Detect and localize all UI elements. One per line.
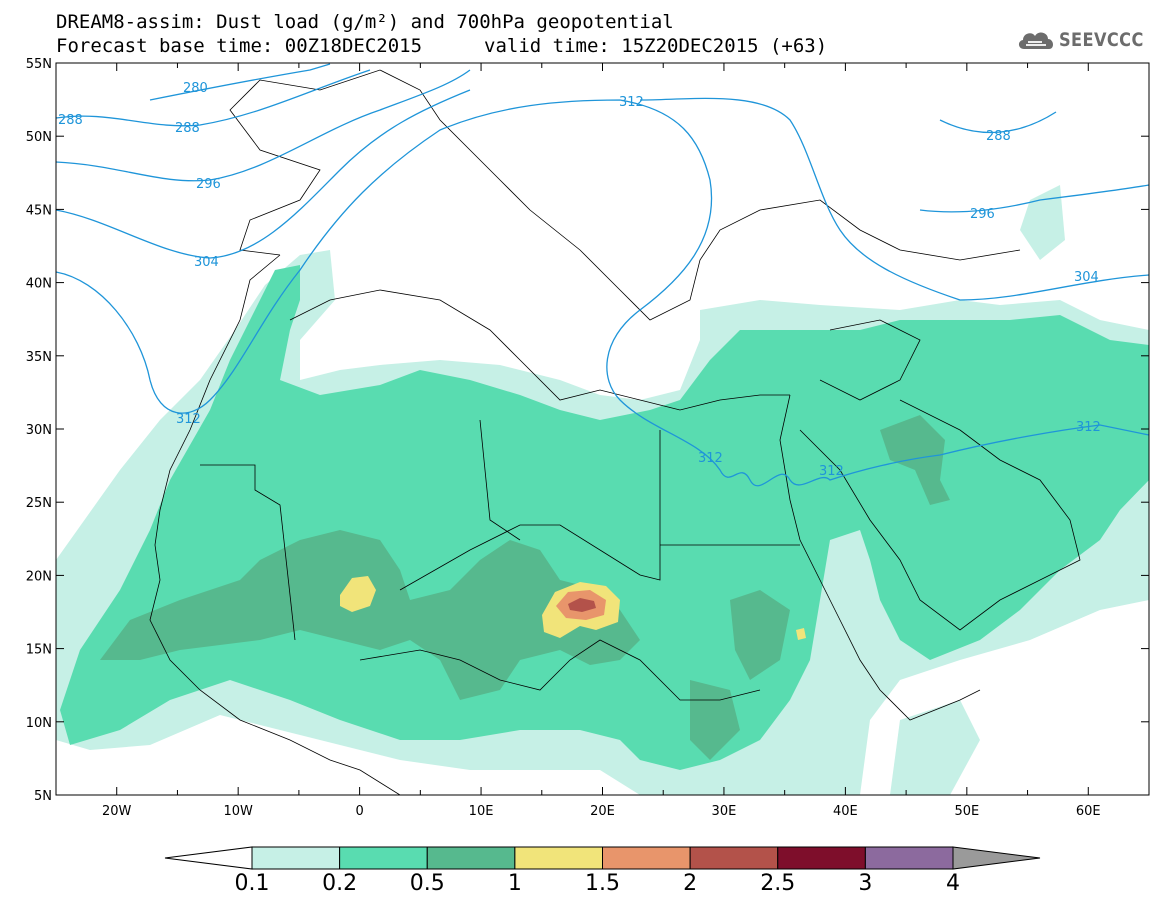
colorbar-swatch [689,846,779,870]
lat-tick-label: 45N [26,203,52,218]
axis-ticks: 55N 50N 45N 40N 35N 30N 25N 20N 15N 10N 5N 20W 10W 0 1… [26,57,1150,819]
colorbar-label: 0.5 [409,871,445,896]
coast-mediterranean [289,289,790,411]
dust-layer-dense [100,530,640,700]
lat-tick-label: 5N [34,789,52,804]
coast-arabia [799,399,1081,631]
base-time: Forecast base time: 00Z18DEC2015 [56,35,423,57]
colorbar-swatch [251,846,341,870]
lon-tick-label: 0 [355,804,363,819]
dust-patch-arabia-1 [880,415,950,505]
contour-label: 312 [619,95,644,110]
colorbar-label: 4 [946,871,960,896]
geopotential-contours [56,63,1149,487]
colorbar-label: 1 [507,871,522,896]
coastlines-borders [149,69,1081,795]
lat-tick-label: 40N [26,277,52,292]
seevccc-logo: SEEVCCC [1016,26,1159,54]
contour-280 [149,63,331,101]
colorbar-over-triangle [952,846,1041,870]
contour-label: 296 [196,177,221,192]
coast-europe [229,69,1021,321]
border-sahara-1 [200,464,296,641]
colorbar-swatch [339,846,428,870]
lat-tick-label: 50N [26,130,52,145]
colorbar-swatch [426,846,516,870]
lon-tick-label: 20E [590,804,615,819]
contour-296-east [919,184,1149,213]
contour-288-east [939,111,1057,134]
lon-tick-label: 10W [223,804,253,819]
contour-label: 304 [194,255,219,270]
dust-patch-caspian [1020,185,1065,260]
border-sahara-5 [359,639,761,701]
lat-tick-label: 55N [26,57,52,72]
colorbar-under-triangle [164,846,253,870]
lon-tick-label: 50E [954,804,979,819]
colorbar-swatch [602,846,691,870]
colorbar-label: 2.5 [760,871,796,896]
lat-tick-label: 15N [26,643,52,658]
lon-tick-label: 60E [1076,804,1101,819]
lon-tick-label: 40E [833,804,858,819]
logo-text: SEEVCCC [1059,29,1144,51]
colorbar-swatch [864,846,954,870]
dust-patch-yellow-small [796,628,806,640]
coast-west-africa [149,254,401,795]
colorbar-swatch [514,846,603,870]
map-subtitle: Forecast base time: 00Z18DEC2015 valid ti… [56,35,827,57]
lat-tick-label: 35N [26,350,52,365]
contour-304-west [56,89,471,259]
lon-tick-label: 10E [469,804,494,819]
dust-patch-yellow-mali [340,576,376,612]
lon-tick-label: 30E [712,804,737,819]
dust-patch-red [568,598,596,612]
colorbar-label: 0.2 [322,871,358,896]
lat-tick-label: 20N [26,569,52,584]
contour-label: 288 [986,129,1011,144]
contour-312-main [56,99,1149,487]
contour-labels: 280 288 288 288 296 296 304 304 312 312 … [58,81,1101,479]
cloud-logo-icon [1018,32,1054,49]
colorbar-label: 2 [683,871,698,896]
contour-label: 312 [819,464,844,479]
colorbar-label: 0.1 [234,871,270,896]
dust-patch-east-africa [890,700,980,795]
contour-296-west [56,69,471,182]
contour-label: 288 [175,121,200,136]
lon-tick-label: 20W [102,804,132,819]
colorbar-label: 3 [858,871,873,896]
dust-patch-sudan [730,590,790,680]
contour-label: 296 [970,207,995,222]
contour-label: 304 [1074,270,1099,285]
valid-time: valid time: 15Z20DEC2015 (+63) [484,35,828,57]
coast-red-sea [779,394,981,721]
contour-label: 312 [176,412,201,427]
contour-label: 312 [1076,420,1101,435]
border-sahara-3 [479,419,521,541]
lat-tick-label: 10N [26,716,52,731]
colorbar-swatch [777,846,866,870]
map-title: DREAM8-assim: Dust load (g/m²) and 700hP… [56,11,674,33]
colorbar-label: 1.5 [585,871,620,896]
border-middle-east [819,319,921,401]
lat-tick-label: 25N [26,496,52,511]
contour-312-north [639,97,1149,301]
contour-label: 288 [58,113,83,128]
contour-label: 280 [183,81,208,96]
lat-tick-label: 30N [26,423,52,438]
contour-label: 312 [698,451,723,466]
contour-288-west [56,69,371,127]
border-sahara-2 [399,430,661,591]
colorbar [164,846,1041,870]
